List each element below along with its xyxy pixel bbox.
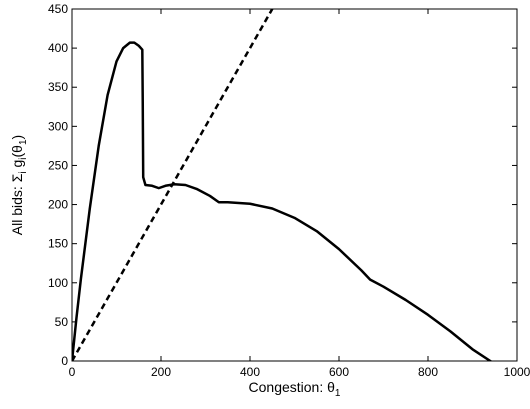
- y-tick-label: 400: [48, 41, 68, 55]
- y-axis-label: All bids: Σi gi(θ1): [9, 135, 29, 235]
- x-tick-label: 400: [240, 365, 260, 379]
- x-tick-label: 200: [151, 365, 171, 379]
- ticks-layer: 0 200 400 600 800 1000 0 50 100 150 200 250 300 350 40…: [48, 2, 530, 379]
- y-tick-label: 300: [48, 119, 68, 133]
- y-tick-label: 50: [55, 315, 69, 329]
- y-tick-label: 250: [48, 158, 68, 172]
- x-tick-label: 800: [418, 365, 438, 379]
- x-tick-label: 600: [329, 365, 349, 379]
- y-tick-label: 100: [48, 276, 68, 290]
- series-layer: [72, 9, 493, 361]
- y-tick-label: 450: [48, 2, 68, 16]
- x-tick-label: 0: [69, 365, 76, 379]
- plot-frame: [71, 8, 518, 362]
- y-tick-label: 200: [48, 198, 68, 212]
- y-tick-label: 350: [48, 80, 68, 94]
- x-axis-label: Congestion: θ1: [249, 379, 341, 399]
- series-line-solid: [72, 41, 493, 361]
- series-line-dashed: [72, 9, 274, 361]
- y-tick-label: 150: [48, 237, 68, 251]
- y-tick-label: 0: [61, 354, 68, 368]
- x-tick-label: 1000: [504, 365, 530, 379]
